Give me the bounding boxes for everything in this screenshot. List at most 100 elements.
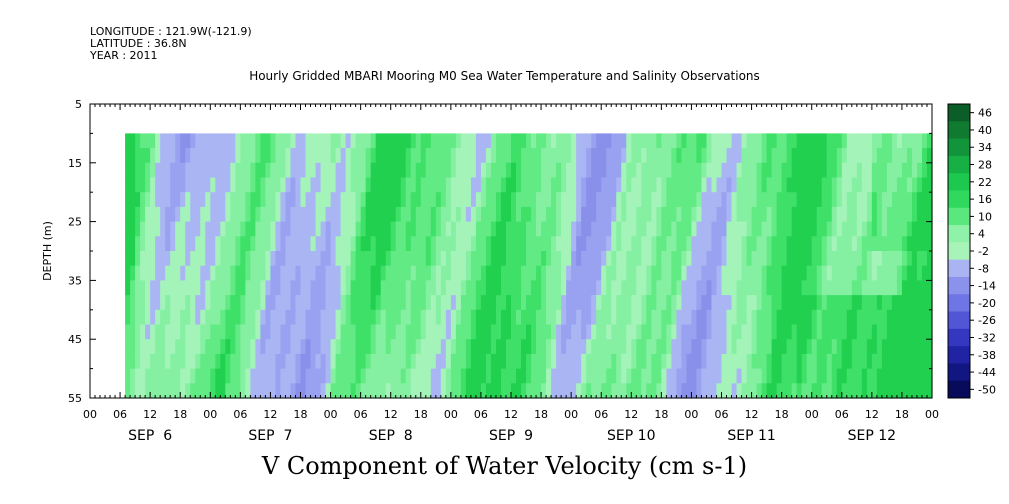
field-cell [921,206,928,223]
field-cell [586,177,592,193]
field-cell [270,206,277,223]
field-cell [475,251,482,267]
field-cell [926,339,933,355]
field-cell [145,265,151,281]
field-cell [716,353,723,370]
field-cell [455,236,462,252]
field-cell [626,236,632,252]
field-cell [450,280,457,296]
field-cell [631,339,637,355]
field-cell [656,265,662,281]
field-cell [260,265,267,281]
field-cell [285,339,292,355]
field-cell [901,383,908,399]
field-cell [651,353,657,370]
field-cell [631,265,637,281]
field-cell [460,339,467,355]
field-cell [631,251,637,267]
field-cell [215,280,221,296]
colorbar-label: 4 [978,228,985,241]
field-cell [280,280,287,296]
field-cell [731,339,738,355]
field-cell [651,206,657,223]
field-cell [360,162,367,179]
field-cell [400,353,407,370]
field-cell [280,162,287,179]
field-cell [245,192,251,208]
field-cell [410,251,417,267]
field-cell [125,295,131,311]
field-cell [561,133,567,149]
field-cell [190,221,196,237]
field-cell [711,295,718,311]
field-cell [210,339,216,355]
field-cell [776,162,783,179]
field-cell [781,280,788,296]
field-cell [916,251,923,267]
field-cell [721,221,728,237]
field-cell [866,206,873,223]
field-cell [536,339,542,355]
field-cell [741,133,748,149]
field-cell [631,295,637,311]
field-cell [831,206,838,223]
field-cell [240,221,246,237]
field-cell [355,295,362,311]
field-cell [566,324,572,340]
field-cell [626,353,632,370]
field-cell [490,383,497,399]
field-cell [846,236,853,252]
field-cell [671,339,677,355]
field-cell [711,206,718,223]
field-cell [701,295,708,311]
field-cell [170,206,176,223]
field-cell [611,368,617,384]
field-cell [786,206,793,223]
field-cell [881,280,888,296]
field-cell [551,162,557,179]
field-cell [420,280,427,296]
field-cell [831,353,838,370]
field-cell [851,265,858,281]
field-cell [836,192,843,208]
field-cell [180,368,186,384]
field-cell [616,324,622,340]
field-cell [295,368,302,384]
field-cell [701,133,708,149]
field-cell [155,265,161,281]
field-cell [225,265,231,281]
field-cell [871,265,878,281]
field-cell [235,251,241,267]
field-cell [500,236,507,252]
field-cell [230,221,236,237]
field-cell [225,206,231,223]
field-cell [480,206,487,223]
field-cell [731,236,738,252]
field-cell [315,280,322,296]
field-cell [576,251,582,267]
field-cell [611,309,617,326]
field-cell [180,221,186,237]
field-cell [410,368,417,384]
field-cell [756,236,763,252]
field-cell [676,383,682,399]
colorbar-swatch [948,259,970,278]
field-cell [370,309,377,326]
field-cell [921,324,928,340]
field-cell [536,309,542,326]
field-cell [160,383,166,399]
field-cell [135,133,141,149]
field-cell [450,309,457,326]
field-cell [596,309,602,326]
field-cell [445,280,452,296]
field-cell [325,192,332,208]
field-cell [470,280,477,296]
field-cell [190,236,196,252]
field-cell [480,236,487,252]
field-cell [691,368,698,384]
field-cell [631,206,637,223]
field-cell [746,265,753,281]
field-cell [806,236,813,252]
field-cell [916,295,923,311]
field-cell [255,192,261,208]
